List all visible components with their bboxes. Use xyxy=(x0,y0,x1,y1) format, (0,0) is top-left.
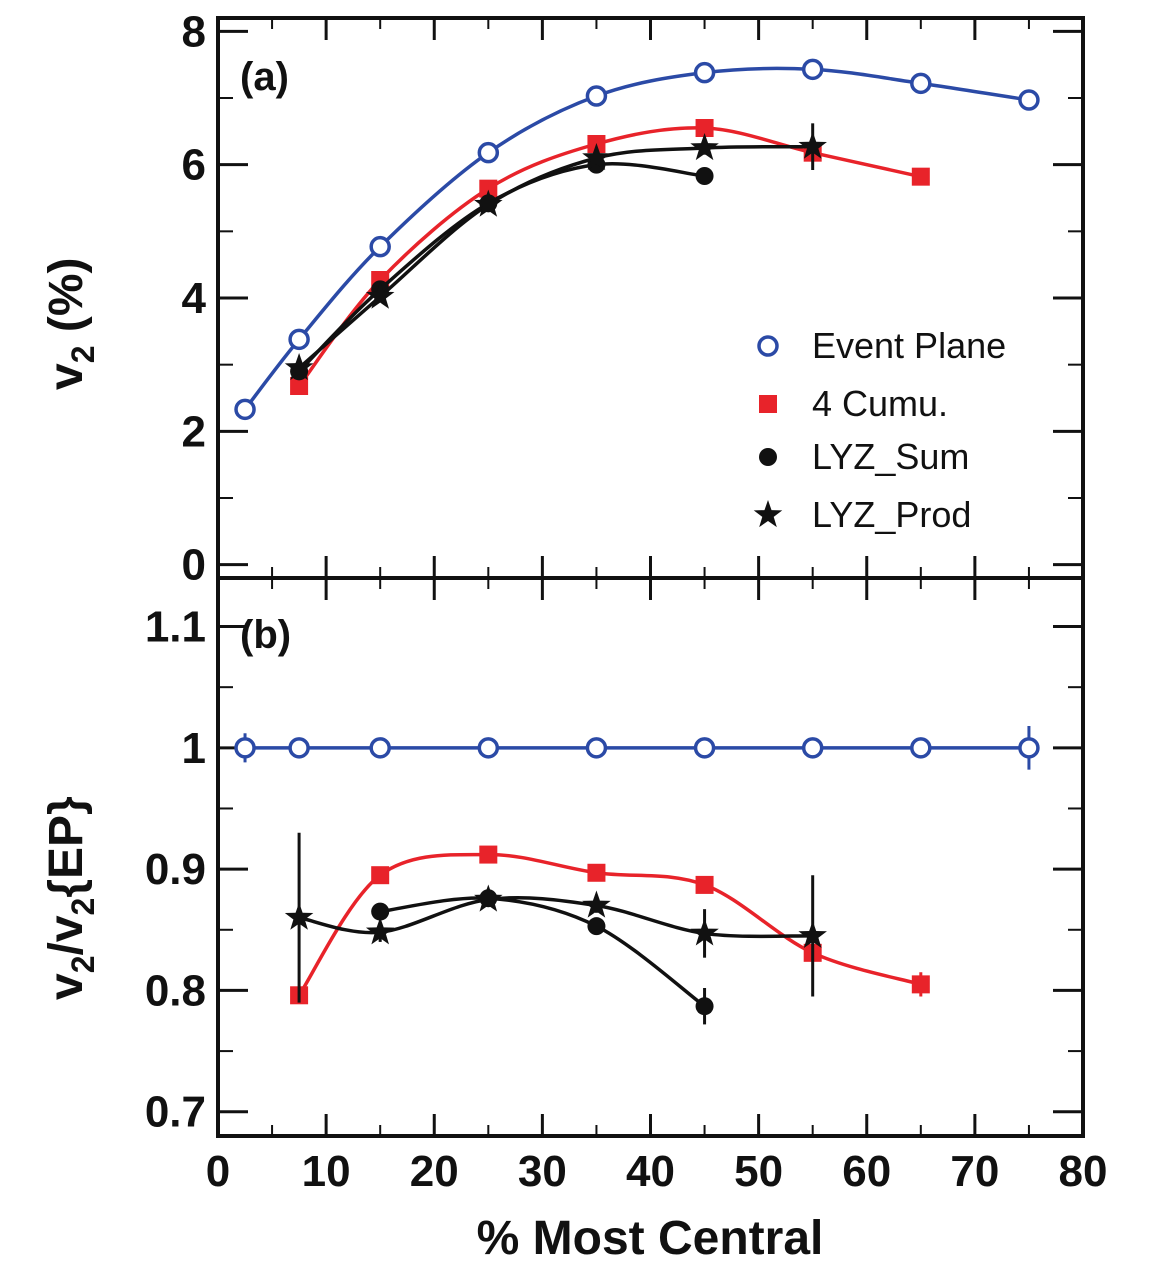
data-point-event-plane xyxy=(477,141,500,164)
data-point-event-plane xyxy=(369,737,391,759)
legend-marker xyxy=(759,395,777,413)
data-point-event-plane xyxy=(693,737,716,759)
legend-label: LYZ_Prod xyxy=(812,494,971,535)
data-point-lyz-prod xyxy=(690,918,719,946)
data-point-lyz-prod xyxy=(365,917,395,945)
panel-b-ticks: 0.7 0.8 0.9 1 1.1 xyxy=(145,578,1085,1137)
data-point-4-cumu xyxy=(695,119,714,137)
data-point-lyz-prod xyxy=(284,902,314,930)
legend-label: 4 Cumu. xyxy=(812,383,948,424)
data-point-event-plane xyxy=(801,58,824,81)
data-point-event-plane xyxy=(1018,737,1040,759)
y-tick-label: 0.7 xyxy=(145,1088,206,1137)
data-point-event-plane xyxy=(234,398,256,421)
data-point-event-plane xyxy=(801,737,824,759)
data-point-lyz-sum xyxy=(371,902,390,921)
data-point-event-plane xyxy=(585,85,608,107)
x-tick-label: 30 xyxy=(518,1147,567,1196)
data-point-event-plane xyxy=(234,737,256,759)
x-tick-label: 40 xyxy=(626,1147,675,1196)
data-point-lyz-prod xyxy=(284,353,314,381)
panel-a-ylabel: v2 (%) xyxy=(40,258,101,390)
data-point-lyz-prod xyxy=(365,281,395,309)
data-point-event-plane xyxy=(288,328,310,351)
series-line-lyz-prod xyxy=(297,144,813,370)
data-point-lyz-sum xyxy=(695,997,714,1016)
panel-b-label: (b) xyxy=(240,613,291,657)
y-tick-label: 2 xyxy=(182,407,206,456)
legend-item-lyz-sum: LYZ_Sum xyxy=(759,436,969,477)
x-tick-label: 70 xyxy=(950,1147,999,1196)
legend-item-event-plane: Event Plane xyxy=(757,325,1006,366)
series-4-cumu xyxy=(290,845,930,1005)
y-tick-label: 1 xyxy=(182,724,206,773)
y-tick-label: 0 xyxy=(182,541,206,590)
data-point-lyz-prod xyxy=(582,890,611,918)
data-point-event-plane xyxy=(1018,89,1040,111)
data-point-4-cumu xyxy=(911,975,930,994)
y-tick-label: 8 xyxy=(182,7,206,56)
data-point-event-plane xyxy=(369,235,391,258)
data-point-lyz-prod xyxy=(582,143,611,171)
panel-b-ylabel: v2/v2{EP} xyxy=(40,796,101,1000)
data-point-4-cumu xyxy=(290,377,309,395)
series-line-lyz-sum xyxy=(379,896,706,1008)
x-axis-title: % Most Central xyxy=(477,1212,824,1265)
series-line-4-cumu xyxy=(297,852,922,997)
legend-label: LYZ_Sum xyxy=(812,436,969,477)
panel-a-series xyxy=(234,58,1040,421)
panel-a-label: (a) xyxy=(240,55,289,99)
legend: Event Plane 4 Cumu. LYZ_Sum LYZ_Prod xyxy=(753,325,1006,535)
x-tick-label: 50 xyxy=(734,1147,783,1196)
legend-marker xyxy=(759,448,777,466)
data-point-4-cumu xyxy=(371,866,390,885)
x-ticks: 0 10 20 30 40 50 60 70 80 xyxy=(206,1147,1108,1196)
data-point-event-plane xyxy=(585,737,608,759)
legend-item-lyz-prod: LYZ_Prod xyxy=(753,494,971,535)
panel-b-series xyxy=(234,725,1040,1025)
data-point-event-plane xyxy=(910,72,932,95)
series-lyz-sum xyxy=(371,889,714,1025)
series-lyz-prod xyxy=(284,832,827,1003)
data-point-4-cumu xyxy=(911,167,930,186)
x-tick-label: 80 xyxy=(1059,1147,1108,1196)
data-point-event-plane xyxy=(477,737,500,759)
data-point-event-plane xyxy=(910,737,932,759)
series-lyz-prod xyxy=(284,123,827,381)
data-point-event-plane xyxy=(693,61,716,84)
data-point-event-plane xyxy=(288,737,310,759)
y-tick-label: 4 xyxy=(182,274,207,323)
panel-b-frame xyxy=(216,576,1085,1138)
data-point-lyz-prod xyxy=(690,133,719,161)
y-tick-label: 1.1 xyxy=(145,603,206,652)
series-event-plane xyxy=(234,725,1040,770)
y-tick-label: 0.9 xyxy=(145,845,206,894)
legend-marker xyxy=(753,500,783,528)
x-tick-label: 20 xyxy=(410,1147,459,1196)
x-tick-label: 60 xyxy=(842,1147,891,1196)
x-tick-label: 0 xyxy=(206,1147,230,1196)
legend-label: Event Plane xyxy=(812,325,1006,366)
panel-a-ticks: 0 2 4 6 8 xyxy=(182,7,1085,590)
data-point-lyz-sum xyxy=(695,167,714,185)
data-point-lyz-prod xyxy=(474,189,503,217)
data-point-4-cumu xyxy=(587,863,606,882)
x-tick-label: 10 xyxy=(302,1147,351,1196)
series-event-plane xyxy=(234,58,1040,421)
legend-item-4-cumu: 4 Cumu. xyxy=(759,383,948,424)
data-point-lyz-sum xyxy=(587,917,606,936)
data-point-4-cumu xyxy=(479,179,498,198)
y-tick-label: 6 xyxy=(182,141,206,190)
data-point-lyz-prod xyxy=(798,920,827,948)
y-tick-label: 0.8 xyxy=(145,966,206,1015)
legend-marker xyxy=(757,335,779,357)
data-point-4-cumu xyxy=(695,875,714,894)
data-point-lyz-prod xyxy=(474,884,503,912)
data-point-4-cumu xyxy=(479,845,498,864)
data-point-lyz-prod xyxy=(798,131,827,159)
series-lyz-sum xyxy=(290,155,714,381)
